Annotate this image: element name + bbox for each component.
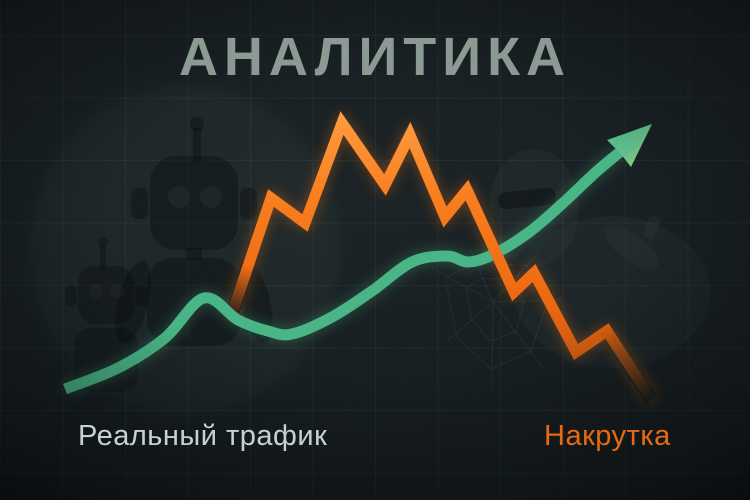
- page-title: АНАЛИТИКА: [178, 27, 572, 87]
- legend-real-traffic: Реальный трафик: [78, 420, 328, 452]
- legend-fake-traffic: Накрутка: [544, 420, 671, 452]
